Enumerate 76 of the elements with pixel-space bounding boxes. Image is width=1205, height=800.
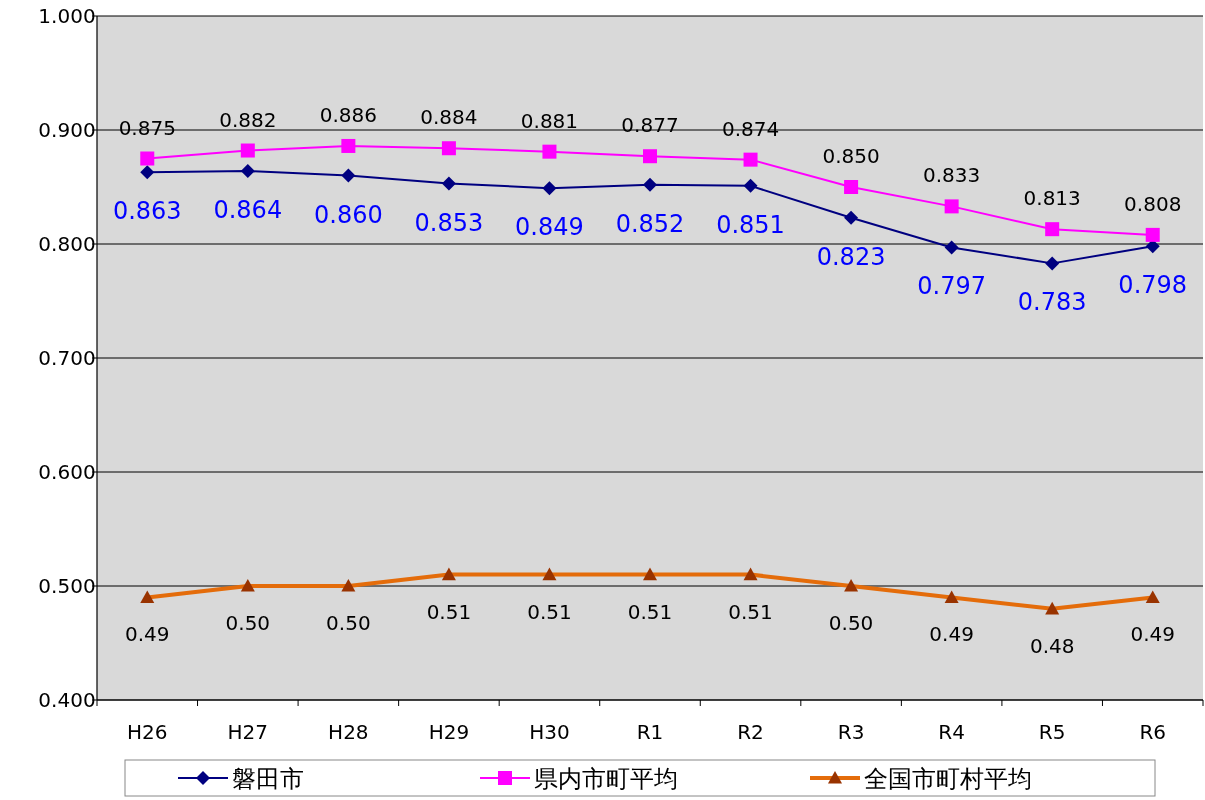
data-label: 0.51 [627, 599, 673, 624]
legend-label: 県内市町平均 [534, 765, 678, 793]
data-label: 0.849 [515, 213, 584, 242]
point [1145, 239, 1160, 254]
y-tick-label: 0.900 [38, 118, 96, 142]
data-label: 0.833 [923, 163, 981, 188]
x-tick-label: R3 [837, 720, 865, 744]
point [643, 149, 657, 164]
point [743, 178, 758, 193]
legend-label: 全国市町村平均 [864, 765, 1032, 793]
data-label: 0.808 [1124, 191, 1182, 216]
point [140, 151, 155, 166]
point [341, 138, 356, 153]
y-tick-label: 0.400 [38, 688, 96, 712]
x-tick-label: H28 [328, 720, 369, 744]
y-tick-label: 1.000 [38, 4, 96, 28]
point [1045, 222, 1060, 237]
data-label: 0.874 [721, 116, 780, 141]
point [441, 176, 456, 191]
data-label: 0.881 [520, 108, 579, 133]
data-label: 0.51 [527, 599, 572, 624]
y-tick-label: 0.700 [38, 346, 96, 370]
legend-label: 磐田市 [232, 765, 304, 793]
data-label: 0.860 [314, 200, 383, 229]
point [542, 181, 557, 196]
point [844, 210, 859, 225]
point [743, 152, 758, 167]
data-label: 0.49 [1130, 622, 1175, 647]
data-label: 0.877 [621, 113, 679, 138]
point [944, 199, 959, 214]
data-label: 0.49 [125, 622, 170, 647]
data-label: 0.798 [1118, 271, 1188, 300]
point [643, 177, 657, 192]
x-tick-label: R2 [737, 720, 764, 744]
data-label: 0.813 [1023, 186, 1081, 211]
x-tick-label: R1 [636, 720, 664, 744]
y-tick-label: 0.500 [38, 574, 96, 598]
data-label: 0.864 [213, 196, 283, 225]
point [240, 164, 255, 179]
data-label: 0.852 [615, 209, 685, 238]
data-label: 0.823 [816, 242, 886, 271]
point [1045, 256, 1060, 271]
data-label: 0.783 [1017, 288, 1087, 317]
x-tick-label: H29 [428, 720, 470, 744]
data-label: 0.875 [118, 115, 176, 140]
point [441, 141, 456, 156]
x-tick-label: H26 [127, 720, 168, 744]
data-label: 0.50 [828, 611, 874, 635]
x-tick-label: H30 [529, 720, 570, 744]
data-label: 0.797 [917, 272, 986, 301]
data-label: 0.850 [822, 144, 880, 168]
data-label: 0.886 [319, 102, 377, 127]
x-tick-label: R5 [1038, 720, 1066, 744]
point [240, 143, 255, 158]
y-tick-label: 0.800 [38, 232, 96, 256]
data-label: 0.49 [929, 622, 974, 647]
point [140, 165, 155, 180]
point [1145, 227, 1160, 242]
data-label: 0.882 [219, 107, 277, 132]
data-label: 0.51 [728, 599, 773, 624]
data-label: 0.50 [326, 611, 371, 635]
data-label: 0.48 [1029, 633, 1075, 658]
point [341, 168, 356, 183]
x-tick-label: H27 [227, 720, 269, 744]
y-tick-label: 0.600 [38, 460, 96, 484]
data-label: 0.884 [420, 105, 478, 130]
data-label: 0.863 [112, 197, 182, 226]
data-label: 0.50 [225, 611, 271, 635]
point [542, 144, 557, 159]
x-tick-label: R4 [938, 720, 965, 744]
point [944, 240, 959, 255]
data-label: 0.51 [426, 599, 472, 624]
x-tick-label: R6 [1139, 720, 1167, 744]
point [844, 180, 859, 194]
data-label: 0.851 [716, 210, 785, 239]
data-label: 0.853 [414, 208, 484, 237]
